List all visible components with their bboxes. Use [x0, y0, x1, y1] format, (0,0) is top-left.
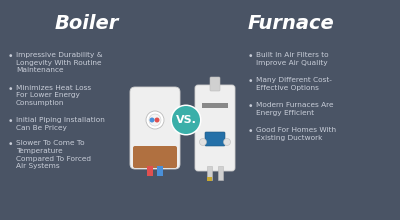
Text: Many Different Cost-
Effective Options: Many Different Cost- Effective Options	[256, 77, 332, 91]
Text: •: •	[248, 77, 254, 86]
Text: Slower To Come To
Temperature
Compared To Forced
Air Systems: Slower To Come To Temperature Compared T…	[16, 140, 91, 169]
Bar	[157, 166, 163, 176]
FancyBboxPatch shape	[133, 146, 177, 168]
Text: •: •	[248, 127, 254, 136]
Text: •: •	[8, 140, 14, 149]
Text: •: •	[248, 102, 254, 111]
Circle shape	[172, 106, 200, 134]
Bar	[207, 177, 212, 181]
FancyBboxPatch shape	[210, 77, 220, 91]
Circle shape	[149, 114, 161, 126]
Text: Initial Piping Installation
Can Be Pricey: Initial Piping Installation Can Be Price…	[16, 117, 105, 131]
Circle shape	[146, 111, 164, 129]
Circle shape	[170, 104, 202, 136]
Text: VS.: VS.	[176, 115, 196, 125]
Text: Impressive Durability &
Longevity With Routine
Maintenance: Impressive Durability & Longevity With R…	[16, 52, 102, 73]
Bar	[202, 103, 228, 108]
Text: Minimizes Heat Loss
For Lower Energy
Consumption: Minimizes Heat Loss For Lower Energy Con…	[16, 84, 91, 106]
Circle shape	[154, 117, 160, 123]
Text: Furnace: Furnace	[248, 14, 335, 33]
Circle shape	[150, 117, 154, 123]
Text: Modern Furnaces Are
Energy Efficient: Modern Furnaces Are Energy Efficient	[256, 102, 334, 116]
Circle shape	[224, 139, 230, 145]
Circle shape	[200, 139, 206, 145]
Bar	[147, 166, 153, 176]
Text: •: •	[8, 117, 14, 126]
FancyBboxPatch shape	[195, 85, 235, 171]
FancyBboxPatch shape	[130, 87, 180, 169]
Text: •: •	[8, 52, 14, 61]
Text: •: •	[8, 84, 14, 94]
Bar	[218, 166, 223, 180]
Text: Boiler: Boiler	[55, 14, 119, 33]
Bar	[207, 166, 212, 180]
Text: •: •	[248, 52, 254, 61]
Text: Good For Homes With
Existing Ductwork: Good For Homes With Existing Ductwork	[256, 127, 336, 141]
Text: Built In Air Filters to
Improve Air Quality: Built In Air Filters to Improve Air Qual…	[256, 52, 329, 66]
FancyBboxPatch shape	[205, 132, 225, 146]
